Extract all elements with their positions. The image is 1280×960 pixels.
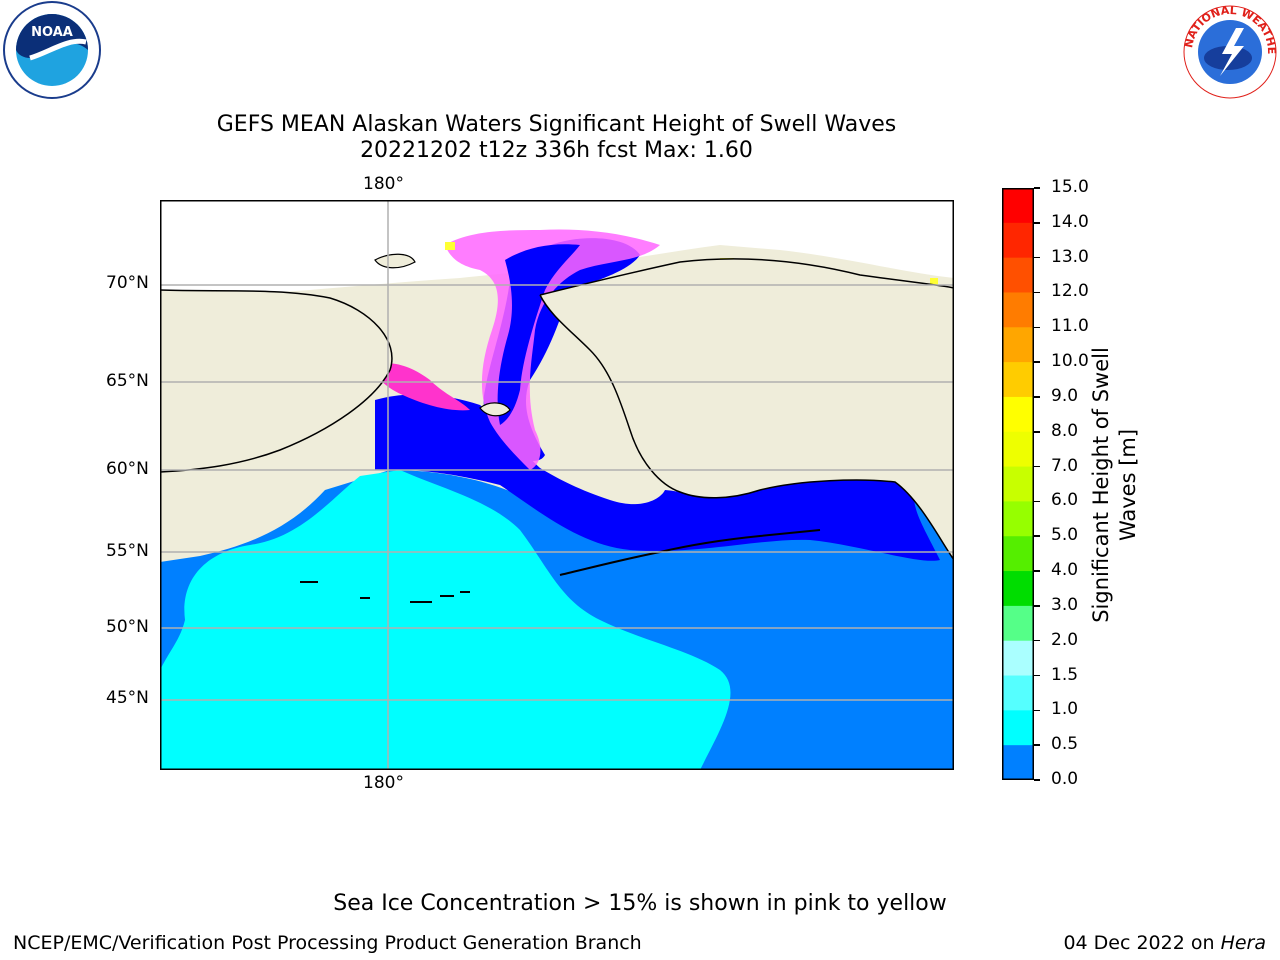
colorbar-segment <box>1002 222 1034 259</box>
colorbar-tick-mark <box>1034 779 1040 781</box>
nws-logo: NATIONAL WEATHER SERVICE <box>1174 0 1280 100</box>
lat-label-50n: 50°N <box>106 617 149 637</box>
siberia-land <box>160 290 392 472</box>
lat-label-45n: 45°N <box>106 688 149 708</box>
colorbar-segment <box>1002 605 1034 642</box>
pacific-ocean-swell-1-1-5 <box>160 470 731 770</box>
colorbar-segment <box>1002 327 1034 363</box>
colorbar-segment <box>1002 745 1034 780</box>
colorbar-tick-mark <box>1034 326 1040 329</box>
sea-ice-note: Sea Ice Concentration > 15% is shown in … <box>333 891 947 916</box>
colorbar-tick-label: 4.0 <box>1051 560 1079 581</box>
colorbar-tick-mark <box>1034 396 1040 398</box>
colorbar-segment <box>1002 362 1034 398</box>
lat-label-70n: 70°N <box>106 273 149 293</box>
colorbar-tick-mark <box>1034 431 1040 433</box>
sea-ice-inner <box>497 244 580 425</box>
colorbar-segment <box>1002 710 1034 746</box>
colorbar-tick-label: 11.0 <box>1051 316 1089 337</box>
colorbar-tick-label: 3.0 <box>1051 594 1079 615</box>
colorbar-segment <box>1002 292 1034 328</box>
colorbar-tick-label: 2.0 <box>1051 629 1079 650</box>
colorbar-tick-mark <box>1034 465 1040 468</box>
run-date: 04 Dec 2022 on Hera <box>1063 932 1266 954</box>
sea-ice-siberia <box>370 363 470 411</box>
colorbar-tick-mark <box>1034 291 1040 294</box>
colorbar-tick-mark <box>1034 222 1040 224</box>
wrangel-island <box>374 253 416 269</box>
colorbar-tick-label: 9.0 <box>1051 385 1079 406</box>
svg-text:NOAA: NOAA <box>31 25 73 40</box>
graticule <box>160 200 954 770</box>
colorbar-tick-mark <box>1034 744 1040 746</box>
colorbar-segment <box>1002 536 1034 572</box>
colorbar-tick-label: 8.0 <box>1051 420 1079 441</box>
colorbar-label-line-1: Significant Height of Swell <box>1089 347 1113 623</box>
aleutian-islands <box>559 529 821 576</box>
colorbar-tick-mark <box>1034 500 1040 503</box>
colorbar-segment <box>1002 675 1034 711</box>
colorbar-segment <box>1002 640 1034 677</box>
lat-label-55n: 55°N <box>106 541 149 561</box>
colorbar <box>1002 188 1034 780</box>
lat-label-65n: 65°N <box>106 371 149 391</box>
colorbar-tick-mark <box>1034 639 1040 642</box>
branch-credit: NCEP/EMC/Verification Post Processing Pr… <box>13 932 642 954</box>
noaa-logo: NOAA <box>0 0 104 100</box>
map-border <box>160 200 954 770</box>
colorbar-tick-label: 6.0 <box>1051 490 1079 511</box>
colorbar-tick-label: 0.5 <box>1051 734 1079 755</box>
coastline-siberia <box>160 289 393 473</box>
colorbar-tick-mark <box>1034 535 1040 537</box>
colorbar-tick-label: 1.0 <box>1051 699 1079 720</box>
colorbar-label-line-2: Waves [m] <box>1116 428 1140 542</box>
colorbar-ticks: 15.0 14.0 13.0 12.0 11.0 10.0 9.0 8.0 7.0 6.0 5.0 4… <box>1034 177 1104 789</box>
st-lawrence-island <box>479 402 511 417</box>
colorbar-tick-label: 5.0 <box>1051 525 1079 546</box>
sea-ice-yellow-1 <box>445 242 455 250</box>
colorbar-tick-mark <box>1034 361 1040 363</box>
colorbar-tick-label: 12.0 <box>1051 281 1089 302</box>
colorbar-segment <box>1002 257 1034 293</box>
colorbar-segment <box>1002 396 1034 433</box>
colorbar-tick-mark <box>1034 605 1040 607</box>
bering-sea-swell-0-0-5 <box>375 394 940 561</box>
run-system: Hera <box>1220 932 1266 954</box>
run-date-text: 04 Dec 2022 on <box>1063 932 1221 954</box>
lat-label-60n: 60°N <box>106 459 149 479</box>
colorbar-segment <box>1002 188 1034 224</box>
colorbar-tick-label: 1.5 <box>1051 664 1079 685</box>
title-line-2: 20221202 t12z 336h fcst Max: 1.60 <box>360 138 753 163</box>
colorbar-tick-mark <box>1034 256 1040 259</box>
coastline-alaska <box>539 258 954 561</box>
title-line-1: GEFS MEAN Alaskan Waters Significant Hei… <box>216 112 897 137</box>
colorbar-tick-mark <box>1034 674 1040 677</box>
colorbar-tick-label: 10.0 <box>1051 351 1089 372</box>
colorbar-tick-mark <box>1034 570 1040 572</box>
lon-label-bottom: 180° <box>363 773 404 793</box>
colorbar-tick-label: 13.0 <box>1051 246 1089 267</box>
colorbar-segment <box>1002 431 1034 468</box>
colorbar-tick-mark <box>1034 187 1040 189</box>
aleutian-west-islands <box>300 581 470 603</box>
colorbar-segment <box>1002 466 1034 502</box>
colorbar-tick-label: 15.0 <box>1051 177 1089 197</box>
lon-label-top: 180° <box>363 174 404 194</box>
map-frame <box>160 200 954 770</box>
colorbar-tick-label: 7.0 <box>1051 455 1079 476</box>
colorbar-tick-label: 0.0 <box>1051 769 1079 789</box>
colorbar-tick-mark <box>1034 709 1040 712</box>
alaska-land <box>540 258 954 560</box>
colorbar-segment <box>1002 501 1034 537</box>
colorbar-segment <box>1002 571 1034 607</box>
colorbar-tick-label: 14.0 <box>1051 211 1089 232</box>
